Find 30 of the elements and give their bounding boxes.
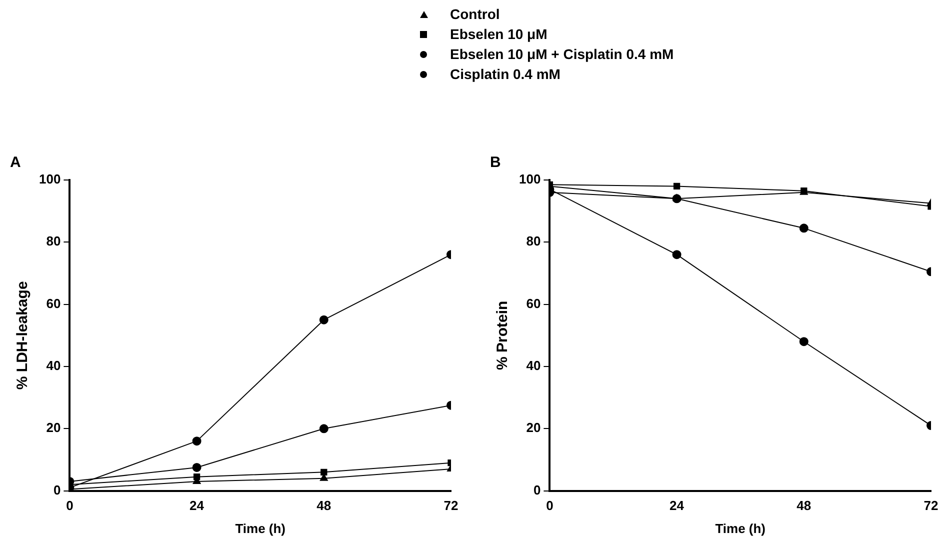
y-tick-label: 60 <box>526 296 541 311</box>
y-axis-title: % LDH-leakage <box>14 281 32 390</box>
x-tick-label: 48 <box>316 498 332 514</box>
y-tick-label: 40 <box>46 358 61 374</box>
x-tick-label: 24 <box>670 498 685 514</box>
y-tick-label: 100 <box>38 172 61 187</box>
legend-label: Control <box>450 6 500 22</box>
y-tick-label: 20 <box>526 420 541 436</box>
x-tick-label: 0 <box>546 498 554 514</box>
legend-label: Cisplatin 0.4 mM <box>450 66 560 82</box>
legend-label: Ebselen 10 μM <box>450 26 548 42</box>
chart-title: A <box>10 154 21 172</box>
legend-label: Ebselen 10 μM + Cisplatin 0.4 mM <box>450 46 674 62</box>
y-tick-label: 60 <box>46 296 61 311</box>
x-tick-label: 72 <box>924 498 938 514</box>
x-tick-label: 0 <box>66 498 74 514</box>
x-axis-title: Time (h) <box>715 520 766 536</box>
y-tick-label: 80 <box>46 234 61 249</box>
x-axis-title: Time (h) <box>235 520 286 536</box>
y-tick-label: 100 <box>518 172 541 187</box>
x-tick-label: 48 <box>796 498 812 514</box>
y-tick-label: 40 <box>526 358 541 374</box>
y-tick-label: 20 <box>46 420 61 436</box>
y-tick-label: 80 <box>526 234 541 249</box>
y-axis-title: % Protein <box>494 300 512 370</box>
y-tick-label: 0 <box>53 482 61 498</box>
y-tick-label: 0 <box>533 482 541 498</box>
chart-title: B <box>490 154 501 172</box>
x-tick-label: 72 <box>444 498 458 514</box>
x-tick-label: 24 <box>190 498 205 514</box>
